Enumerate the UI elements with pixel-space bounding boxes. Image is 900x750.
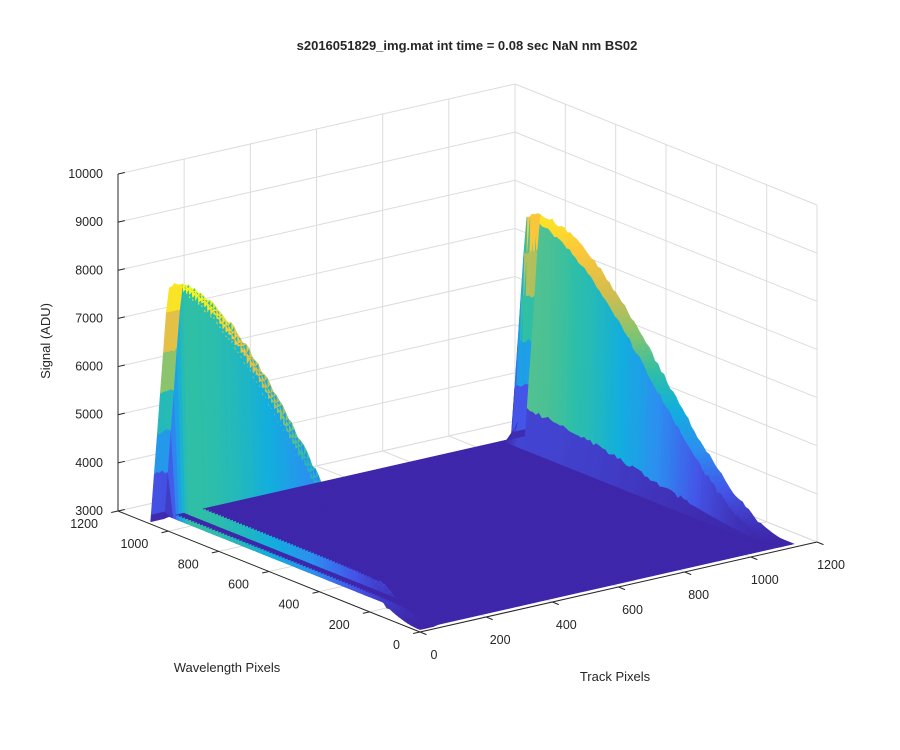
surface-patch (150, 514, 155, 523)
grid-line-back-z (117, 179, 516, 271)
y-tick-label: 800 (178, 557, 199, 571)
x-tick-label: 200 (490, 633, 511, 647)
grid-line-back-z (117, 83, 516, 175)
y-tick-label: 200 (329, 618, 350, 632)
x-tick-label: 1200 (817, 558, 845, 572)
x-tick (750, 556, 758, 561)
x-tick-label: 0 (431, 648, 438, 662)
x-tick-label: 1000 (751, 573, 779, 587)
z-tick-label: 7000 (75, 311, 103, 325)
grid-line-back-z (117, 131, 516, 223)
y-tick-label: 400 (278, 598, 299, 612)
y-tick (211, 550, 219, 554)
x-tick-label: 600 (622, 603, 643, 617)
z-tick-label: 3000 (75, 504, 103, 518)
z-tick (117, 508, 125, 512)
grid-line-right-z (514, 179, 818, 302)
z-tick-label: 10000 (68, 167, 103, 181)
z-tick (117, 171, 125, 175)
z-tick (117, 412, 125, 416)
z-tick (117, 316, 125, 319)
x-tick (684, 571, 692, 576)
y-tick-label: 600 (228, 578, 249, 592)
y-axis-label: Wavelength Pixels (174, 660, 281, 675)
z-tick (117, 460, 125, 464)
x-tick (552, 601, 560, 606)
z-tick (117, 220, 125, 223)
signal-surface (150, 213, 795, 630)
chart-title: s2016051829_img.mat int time = 0.08 sec … (297, 38, 638, 53)
x-axis-label: Track Pixels (580, 669, 651, 684)
x-tick (816, 541, 824, 546)
tick-labels: 0 200 400 600 800 1000 1200 0 200 400 600 800 1000 12… (68, 167, 845, 662)
z-axis-label: Signal (ADU) (38, 303, 53, 379)
z-tick-label: 8000 (75, 263, 103, 277)
y-tick (362, 611, 370, 614)
x-tick (419, 631, 427, 636)
grid-line-right-z (514, 131, 818, 254)
z-tick-label: 4000 (75, 456, 103, 470)
z-tick (117, 268, 125, 271)
axes-frame (111, 171, 824, 636)
z-tick-label: 5000 (75, 408, 103, 422)
y-tick-label: 1200 (70, 517, 98, 531)
z-tick (117, 364, 125, 368)
y-tick (262, 571, 270, 574)
y-tick-label: 1000 (121, 537, 149, 551)
x-tick (618, 586, 626, 591)
x-tick-label: 400 (556, 618, 577, 632)
x-tick-label: 800 (688, 588, 709, 602)
y-tick (161, 530, 169, 534)
y-tick-label: 0 (393, 638, 400, 652)
x-tick (485, 616, 493, 621)
y-tick (111, 510, 119, 514)
y-tick (413, 631, 421, 635)
grid-line-right-z (514, 83, 818, 206)
y-tick (312, 591, 320, 594)
z-tick-label: 9000 (75, 215, 103, 229)
z-tick-label: 6000 (75, 360, 103, 374)
